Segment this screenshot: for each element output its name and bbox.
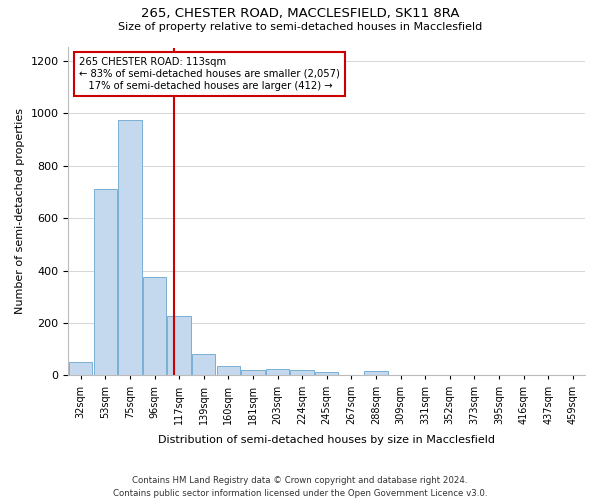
Bar [217,366,240,376]
Bar [69,362,92,376]
Y-axis label: Number of semi-detached properties: Number of semi-detached properties [15,108,25,314]
Text: Contains HM Land Registry data © Crown copyright and database right 2024.
Contai: Contains HM Land Registry data © Crown c… [113,476,487,498]
X-axis label: Distribution of semi-detached houses by size in Macclesfield: Distribution of semi-detached houses by … [158,435,495,445]
Bar [143,277,166,376]
Bar [241,370,265,376]
Text: Size of property relative to semi-detached houses in Macclesfield: Size of property relative to semi-detach… [118,22,482,32]
Bar [167,316,191,376]
Text: 265, CHESTER ROAD, MACCLESFIELD, SK11 8RA: 265, CHESTER ROAD, MACCLESFIELD, SK11 8R… [141,8,459,20]
Bar [266,369,289,376]
Bar [94,189,117,376]
Bar [364,371,388,376]
Text: 265 CHESTER ROAD: 113sqm
← 83% of semi-detached houses are smaller (2,057)
   17: 265 CHESTER ROAD: 113sqm ← 83% of semi-d… [79,58,340,90]
Bar [192,354,215,376]
Bar [315,372,338,376]
Bar [290,370,314,376]
Bar [118,120,142,376]
